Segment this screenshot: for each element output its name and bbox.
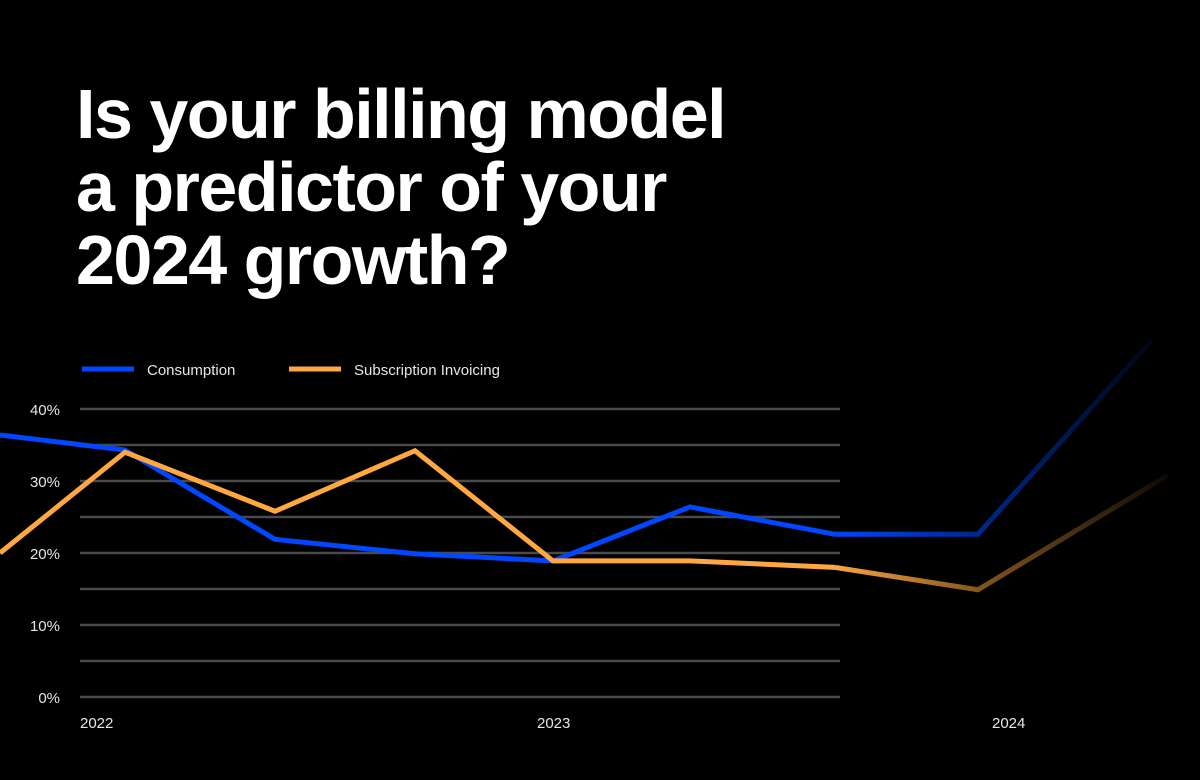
x-axis-ticks: 2022 2023 2024 xyxy=(80,715,1025,732)
x-tick-label: 2024 xyxy=(992,715,1025,732)
page-title: Is your billing model a predictor of you… xyxy=(76,75,727,299)
legend: Consumption Subscription Invoicing xyxy=(82,362,500,379)
y-tick-label: 0% xyxy=(38,690,60,707)
x-tick-label: 2023 xyxy=(537,715,570,732)
y-tick-label: 20% xyxy=(30,546,60,563)
y-tick-label: 40% xyxy=(30,402,60,419)
series-lines xyxy=(0,338,1170,593)
y-tick-label: 10% xyxy=(30,618,60,635)
legend-label: Subscription Invoicing xyxy=(354,362,500,379)
x-tick-label: 2022 xyxy=(80,715,113,732)
series-line-subscription xyxy=(0,447,836,570)
legend-label: Consumption xyxy=(147,362,235,379)
y-axis-ticks: 0% 10% 20% 30% 40% xyxy=(30,402,60,707)
series-line-projection-consumption xyxy=(835,338,1154,537)
gridlines xyxy=(80,407,840,699)
y-tick-label: 30% xyxy=(30,474,60,491)
series-line-projection-subscription xyxy=(834,473,1170,593)
